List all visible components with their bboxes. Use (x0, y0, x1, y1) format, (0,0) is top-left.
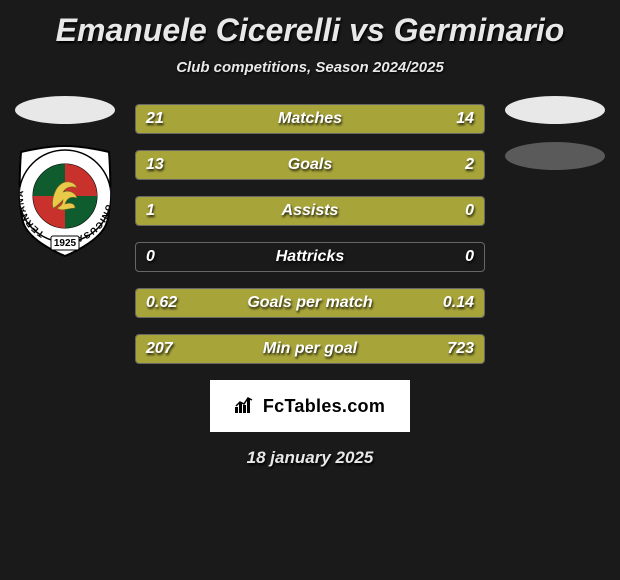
stat-label: Min per goal (136, 335, 484, 363)
stat-row: 10Assists (135, 196, 485, 226)
stat-row: 132Goals (135, 150, 485, 180)
stat-row: 0.620.14Goals per match (135, 288, 485, 318)
stats-bars: 2114Matches 132Goals 10Assists 00Hattricks 0… (135, 104, 485, 364)
page-subtitle: Club competitions, Season 2024/2025 (0, 59, 620, 76)
stat-row: 207723Min per goal (135, 334, 485, 364)
stat-label: Goals (136, 151, 484, 179)
left-club-badge: UNICUSANO TERNANA 1925 (11, 142, 119, 260)
snapshot-date: 18 january 2025 (0, 448, 620, 468)
ternana-shield-icon: UNICUSANO TERNANA 1925 (11, 142, 119, 260)
stat-label: Assists (136, 197, 484, 225)
left-player-photo-placeholder (15, 96, 115, 124)
stat-label: Matches (136, 105, 484, 133)
comparison-panel: UNICUSANO TERNANA 1925 2114Matches 132Goa… (0, 104, 620, 364)
stat-row: 2114Matches (135, 104, 485, 134)
right-player-photo-placeholder (505, 96, 605, 124)
stat-label: Goals per match (136, 289, 484, 317)
stat-label: Hattricks (136, 243, 484, 271)
left-player-column: UNICUSANO TERNANA 1925 (10, 96, 120, 260)
right-club-badge-placeholder (505, 142, 605, 170)
branding-badge: FcTables.com (210, 380, 410, 432)
right-player-column (500, 96, 610, 188)
branding-text: FcTables.com (263, 396, 385, 417)
svg-text:1925: 1925 (54, 238, 77, 249)
page-title: Emanuele Cicerelli vs Germinario (0, 0, 620, 49)
fctables-logo-icon (235, 395, 257, 418)
stat-row: 00Hattricks (135, 242, 485, 272)
